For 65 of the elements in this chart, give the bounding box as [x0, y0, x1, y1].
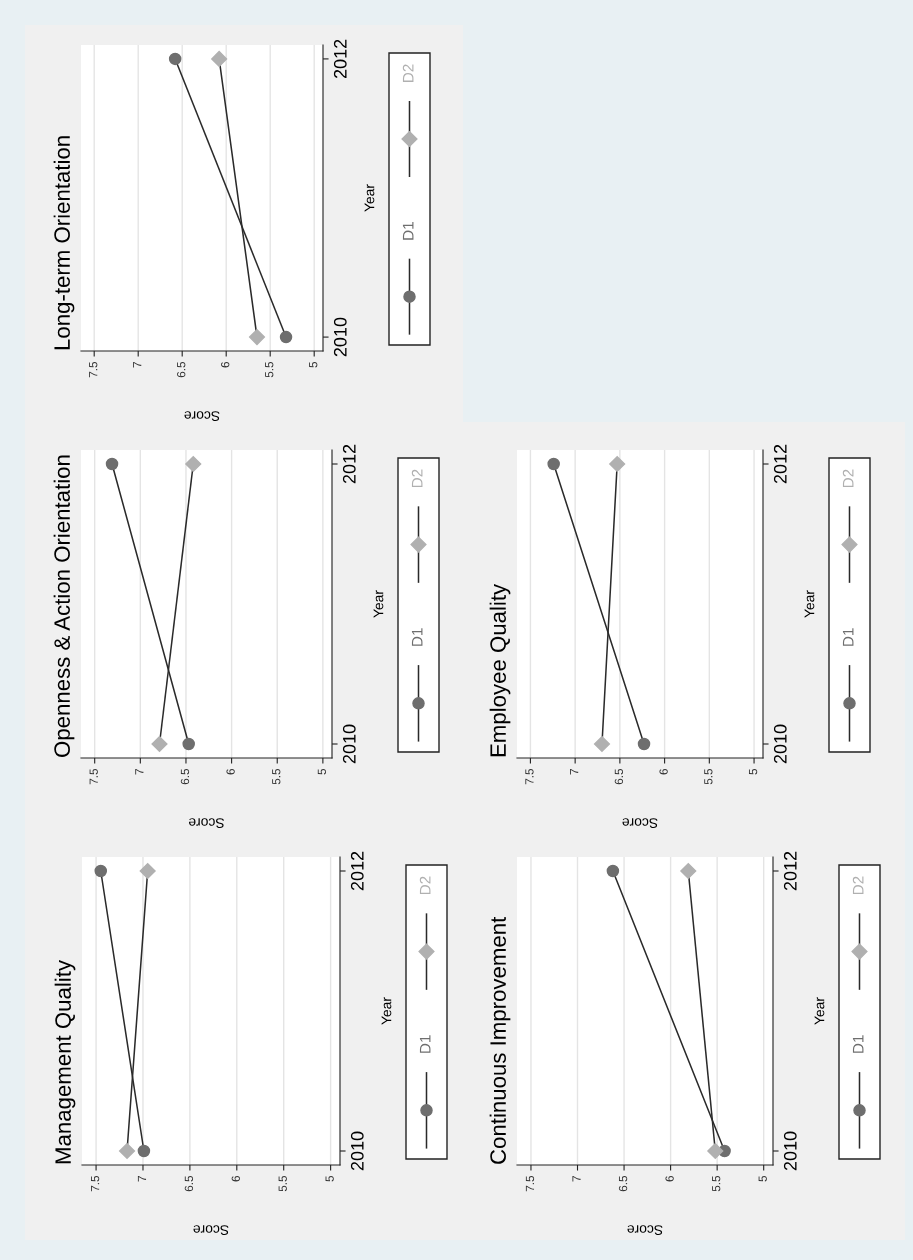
x-axis-title: Score [627, 1225, 663, 1235]
x-tick-label: 7 [133, 362, 142, 368]
text: Long-term Orientation [53, 136, 75, 350]
x-tick-label: 7.5 [91, 1175, 100, 1192]
text: Management Quality [54, 960, 76, 1164]
text: D2 [402, 64, 414, 82]
text: D1 [419, 1035, 431, 1053]
text: D1 [411, 628, 423, 646]
y-tick-label: 2012 [350, 851, 364, 891]
text: D1 [842, 628, 854, 646]
x-tick-label: 7 [570, 769, 579, 775]
text: Employee Quality [489, 583, 511, 757]
x-tick-label: 7.5 [525, 1175, 535, 1192]
y-tick-label: 2010 [773, 724, 787, 764]
x-tick-label: 5.5 [704, 768, 713, 785]
x-tick-label: 6 [221, 361, 230, 368]
y-tick-label: 2012 [342, 444, 356, 484]
x-tick-label: 5 [758, 1175, 767, 1182]
x-tick-label: 5 [325, 1175, 334, 1182]
x-tick-label: 6.5 [618, 1175, 628, 1192]
y-tick-label: 2010 [333, 317, 347, 357]
x-tick-label: 6.5 [614, 768, 624, 785]
y-tick-label: 2010 [783, 1131, 797, 1171]
y-axis-title: Year [381, 997, 392, 1025]
x-tick-label: 7 [135, 769, 144, 775]
x-axis-title: Score [184, 411, 220, 421]
x-tick-label: 6 [231, 1175, 240, 1182]
text: Continuous Improvement [489, 916, 511, 1164]
text: D2 [842, 469, 854, 488]
x-tick-label: 6.5 [180, 768, 190, 785]
y-tick-label: 2012 [773, 444, 787, 484]
y-axis-title: Year [364, 184, 375, 212]
x-tick-label: 5 [748, 768, 758, 775]
x-tick-label: 5.5 [272, 768, 281, 785]
text: D2 [419, 876, 431, 895]
y-axis-title: Year [373, 590, 384, 618]
x-tick-label: 7 [137, 1176, 147, 1182]
x-tick-label: 6 [665, 1175, 674, 1182]
x-tick-label: 5.5 [265, 361, 274, 378]
text: Openness & Action Orientation [53, 455, 75, 757]
text: D1 [852, 1035, 864, 1053]
x-tick-label: 5.5 [712, 1175, 721, 1192]
x-tick-label: 6 [226, 768, 235, 775]
x-tick-label: 5.5 [278, 1175, 287, 1192]
x-tick-label: 7.5 [525, 768, 534, 785]
y-tick-label: 2012 [333, 39, 347, 79]
x-tick-label: 7.5 [89, 768, 98, 785]
text: D2 [411, 469, 423, 488]
x-tick-label: 6.5 [184, 1175, 194, 1192]
y-tick-label: 2010 [350, 1131, 364, 1171]
y-tick-label: 2012 [783, 851, 797, 891]
x-axis-title: Score [622, 818, 658, 828]
x-axis-title: Score [188, 818, 225, 828]
x-tick-label: 7.5 [89, 361, 98, 378]
x-tick-label: 7 [572, 1176, 581, 1182]
x-tick-label: 5 [309, 361, 318, 368]
y-axis-title: Year [814, 997, 825, 1025]
y-tick-label: 2010 [342, 724, 356, 764]
text: D1 [402, 222, 414, 240]
x-axis-title: Score [193, 1225, 229, 1235]
y-axis-title: Year [804, 590, 815, 618]
x-tick-label: 6 [659, 768, 668, 775]
x-tick-label: 6.5 [177, 361, 186, 378]
x-tick-label: 5 [317, 768, 327, 775]
text: D2 [852, 876, 864, 895]
